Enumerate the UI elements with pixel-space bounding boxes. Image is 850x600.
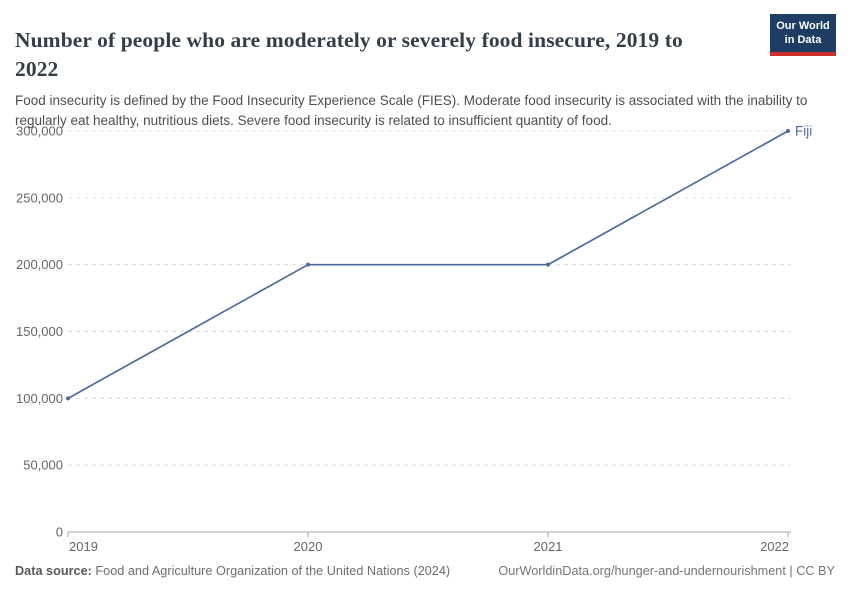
data-source-text: Food and Agriculture Organization of the… xyxy=(91,564,451,578)
y-tick-label: 300,000 xyxy=(16,124,63,139)
y-tick-label: 200,000 xyxy=(16,257,63,272)
y-tick-label: 0 xyxy=(56,525,63,540)
x-tick-label: 2019 xyxy=(69,539,98,554)
owid-logo-line1: Our World xyxy=(776,20,830,32)
data-point xyxy=(306,262,310,267)
data-point xyxy=(786,129,790,133)
owid-logo-line2: in Data xyxy=(784,34,822,47)
series-label: Fiji xyxy=(795,124,812,139)
x-tick-label: 2020 xyxy=(294,539,323,554)
y-tick-label: 50,000 xyxy=(23,458,63,473)
x-tick-label: 2021 xyxy=(534,539,563,554)
x-tick-label: 2022 xyxy=(760,539,789,554)
data-point xyxy=(66,396,70,401)
page-title: Number of people who are moderately or s… xyxy=(15,28,683,81)
y-tick-label: 150,000 xyxy=(16,324,63,339)
series-line-fiji xyxy=(67,130,789,400)
y-tick-label: 250,000 xyxy=(16,190,63,205)
chart-footer: Data source: Food and Agriculture Organi… xyxy=(0,564,850,578)
owid-logo: Our World in Data xyxy=(770,14,836,56)
y-tick-label: 100,000 xyxy=(16,391,63,406)
owid-citation-link[interactable]: OurWorldinData.org/hunger-and-undernouri… xyxy=(498,564,835,578)
data-source: Data source: Food and Agriculture Organi… xyxy=(15,564,450,578)
data-point xyxy=(546,262,550,267)
data-source-label: Data source: xyxy=(15,564,92,578)
chart-subtitle: Food insecurity is defined by the Food I… xyxy=(15,92,808,128)
